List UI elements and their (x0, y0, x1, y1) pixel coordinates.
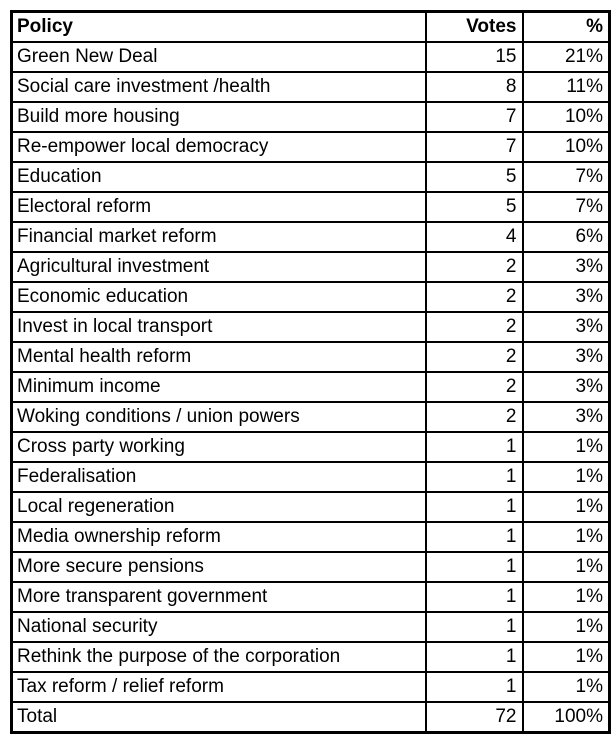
percent-cell: 3% (521, 371, 611, 403)
table-row: Rethink the purpose of the corporation 1… (10, 641, 611, 673)
percent-cell: 3% (521, 401, 611, 433)
policy-cell: Agricultural investment (10, 251, 427, 283)
table-row: Tax reform / relief reform 1 1% (10, 671, 611, 703)
header-row: Policy Votes % (10, 10, 611, 43)
policy-cell: Rethink the purpose of the corporation (10, 641, 427, 673)
percent-cell: 7% (521, 191, 611, 223)
percent-cell: 1% (521, 431, 611, 463)
policy-cell: Cross party working (10, 431, 427, 463)
policy-cell: Mental health reform (10, 341, 427, 373)
percent-cell: 7% (521, 161, 611, 193)
policy-cell: Build more housing (10, 101, 427, 133)
votes-cell: 1 (424, 551, 524, 583)
votes-cell: 2 (424, 311, 524, 343)
total-label-cell: Total (10, 701, 427, 734)
votes-cell: 1 (424, 611, 524, 643)
table-row: More secure pensions 1 1% (10, 551, 611, 583)
table-row: Green New Deal 15 21% (10, 41, 611, 73)
table-row: Minimum income 2 3% (10, 371, 611, 403)
total-percent-cell: 100% (521, 701, 611, 734)
votes-cell: 7 (424, 131, 524, 163)
column-header-votes: Votes (424, 10, 524, 43)
percent-cell: 3% (521, 251, 611, 283)
table-row: National security 1 1% (10, 611, 611, 643)
column-header-percent: % (521, 10, 611, 43)
votes-cell: 2 (424, 371, 524, 403)
percent-cell: 3% (521, 281, 611, 313)
total-row: Total 72 100% (10, 701, 611, 734)
policy-cell: Social care investment /health (10, 71, 427, 103)
percent-cell: 1% (521, 461, 611, 493)
votes-cell: 1 (424, 431, 524, 463)
percent-cell: 1% (521, 671, 611, 703)
votes-cell: 2 (424, 281, 524, 313)
percent-cell: 3% (521, 341, 611, 373)
votes-cell: 5 (424, 191, 524, 223)
policy-cell: Media ownership reform (10, 521, 427, 553)
table-row: Financial market reform 4 6% (10, 221, 611, 253)
table-row: Build more housing 7 10% (10, 101, 611, 133)
percent-cell: 1% (521, 611, 611, 643)
percent-cell: 1% (521, 581, 611, 613)
policy-cell: Green New Deal (10, 41, 427, 73)
table-row: Local regeneration 1 1% (10, 491, 611, 523)
percent-cell: 1% (521, 491, 611, 523)
policy-cell: Electoral reform (10, 191, 427, 223)
table-row: Mental health reform 2 3% (10, 341, 611, 373)
table-row: Woking conditions / union powers 2 3% (10, 401, 611, 433)
table-row: Federalisation 1 1% (10, 461, 611, 493)
table-row: Electoral reform 5 7% (10, 191, 611, 223)
votes-cell: 4 (424, 221, 524, 253)
policy-cell: Financial market reform (10, 221, 427, 253)
table-row: Cross party working 1 1% (10, 431, 611, 463)
policy-cell: Woking conditions / union powers (10, 401, 427, 433)
percent-cell: 21% (521, 41, 611, 73)
policy-votes-table-container: Policy Votes % Green New Deal 15 21% Soc… (10, 10, 611, 734)
policy-cell: More transparent government (10, 581, 427, 613)
votes-cell: 15 (424, 41, 524, 73)
policy-cell: National security (10, 611, 427, 643)
policy-cell: Invest in local transport (10, 311, 427, 343)
percent-cell: 1% (521, 551, 611, 583)
percent-cell: 11% (521, 71, 611, 103)
votes-cell: 2 (424, 341, 524, 373)
policy-cell: Economic education (10, 281, 427, 313)
votes-cell: 7 (424, 101, 524, 133)
votes-cell: 1 (424, 521, 524, 553)
percent-cell: 10% (521, 101, 611, 133)
table-row: Education 5 7% (10, 161, 611, 193)
column-header-policy: Policy (10, 10, 427, 43)
percent-cell: 3% (521, 311, 611, 343)
table-row: Agricultural investment 2 3% (10, 251, 611, 283)
policy-cell: Re-empower local democracy (10, 131, 427, 163)
votes-cell: 1 (424, 671, 524, 703)
votes-cell: 5 (424, 161, 524, 193)
policy-cell: Local regeneration (10, 491, 427, 523)
table-row: Social care investment /health 8 11% (10, 71, 611, 103)
table-row: Invest in local transport 2 3% (10, 311, 611, 343)
table-row: Media ownership reform 1 1% (10, 521, 611, 553)
percent-cell: 1% (521, 641, 611, 673)
votes-cell: 8 (424, 71, 524, 103)
table-row: More transparent government 1 1% (10, 581, 611, 613)
policy-cell: Minimum income (10, 371, 427, 403)
votes-cell: 1 (424, 581, 524, 613)
policy-cell: More secure pensions (10, 551, 427, 583)
votes-cell: 2 (424, 251, 524, 283)
votes-cell: 1 (424, 641, 524, 673)
policy-votes-table: Policy Votes % Green New Deal 15 21% Soc… (10, 10, 611, 734)
total-votes-cell: 72 (424, 701, 524, 734)
policy-cell: Education (10, 161, 427, 193)
votes-cell: 1 (424, 461, 524, 493)
votes-cell: 2 (424, 401, 524, 433)
votes-cell: 1 (424, 491, 524, 523)
policy-cell: Tax reform / relief reform (10, 671, 427, 703)
table-row: Economic education 2 3% (10, 281, 611, 313)
percent-cell: 6% (521, 221, 611, 253)
table-row: Re-empower local democracy 7 10% (10, 131, 611, 163)
percent-cell: 1% (521, 521, 611, 553)
policy-cell: Federalisation (10, 461, 427, 493)
percent-cell: 10% (521, 131, 611, 163)
